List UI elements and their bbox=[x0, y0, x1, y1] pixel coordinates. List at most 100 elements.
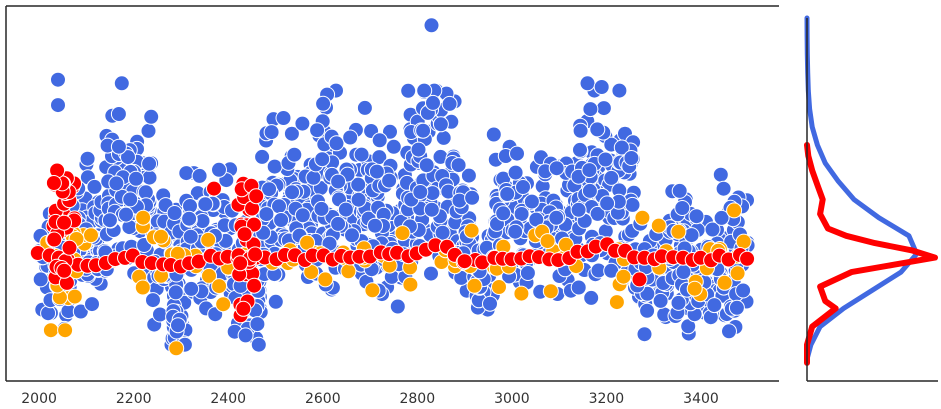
blue-point-891 bbox=[450, 157, 467, 174]
orange-point-59 bbox=[201, 267, 217, 284]
blue-point-488 bbox=[294, 115, 311, 132]
blue-point-852 bbox=[418, 157, 435, 174]
blue-point-138 bbox=[140, 122, 157, 139]
blue-point-1452 bbox=[593, 79, 610, 95]
orange-point-64 bbox=[615, 268, 632, 285]
blue-point-759 bbox=[381, 172, 398, 189]
orange-point-79 bbox=[215, 296, 232, 313]
orange-point-94 bbox=[735, 233, 752, 250]
orange-point-90 bbox=[539, 233, 556, 250]
blue-point-1181 bbox=[603, 169, 620, 186]
blue-point-1193 bbox=[623, 150, 640, 166]
red-point-142 bbox=[248, 188, 265, 205]
red-point-141 bbox=[247, 246, 264, 263]
blue-point-1449 bbox=[113, 75, 130, 92]
blue-point-555 bbox=[261, 181, 278, 198]
red-point-104 bbox=[46, 231, 63, 248]
blue-point-168 bbox=[141, 169, 158, 186]
blue-point-401 bbox=[183, 280, 200, 297]
red-point-105 bbox=[56, 262, 73, 279]
blue-point-1448 bbox=[50, 97, 66, 114]
blue-point-1266 bbox=[652, 292, 669, 309]
blue-point-1091 bbox=[495, 205, 512, 222]
blue-point-684 bbox=[314, 151, 331, 168]
orange-point-109 bbox=[168, 340, 185, 357]
blue-point-38 bbox=[40, 305, 57, 322]
blue-point-433 bbox=[250, 336, 267, 353]
blue-point-224 bbox=[141, 155, 158, 172]
blue-point-1100 bbox=[507, 223, 524, 240]
red-point-143 bbox=[232, 255, 249, 272]
blue-point-1365 bbox=[721, 323, 737, 340]
blue-point-1174 bbox=[589, 121, 606, 138]
blue-point-665 bbox=[353, 146, 370, 163]
orange-point-56 bbox=[513, 285, 530, 302]
blue-point-565 bbox=[258, 206, 275, 223]
blue-point-214 bbox=[108, 175, 125, 192]
blue-point-313 bbox=[170, 317, 186, 334]
blue-point-889 bbox=[464, 189, 481, 206]
blue-point-930 bbox=[482, 295, 498, 312]
blue-point-1069 bbox=[509, 145, 525, 162]
x-tick-label: 2800 bbox=[399, 391, 435, 407]
blue-point-887 bbox=[460, 167, 477, 184]
blue-point-225 bbox=[110, 138, 127, 155]
red-point-140 bbox=[246, 277, 263, 294]
blue-point-552 bbox=[266, 158, 283, 175]
orange-point-40 bbox=[634, 209, 651, 226]
blue-point-1408 bbox=[704, 221, 721, 238]
orange-point-86 bbox=[686, 280, 703, 297]
blue-point-835 bbox=[441, 95, 458, 112]
blue-point-402 bbox=[182, 228, 199, 245]
blue-point-1209 bbox=[624, 196, 641, 213]
blue-point-1424 bbox=[735, 282, 752, 299]
orange-point-80 bbox=[83, 227, 99, 244]
blue-point-691 bbox=[385, 138, 402, 155]
x-tick-label: 2400 bbox=[210, 391, 246, 407]
scatter-points bbox=[29, 17, 756, 357]
blue-point-1085 bbox=[523, 193, 540, 210]
x-tick-label: 2200 bbox=[116, 391, 152, 407]
orange-point-83 bbox=[650, 217, 667, 234]
orange-point-35 bbox=[200, 231, 217, 248]
blue-point-1101 bbox=[499, 186, 516, 202]
orange-point-33 bbox=[340, 263, 357, 280]
orange-point-88 bbox=[608, 294, 625, 311]
red-point-145 bbox=[456, 253, 473, 270]
blue-point-1081 bbox=[548, 160, 565, 177]
blue-point-357 bbox=[191, 167, 208, 184]
blue-point-223 bbox=[118, 206, 134, 223]
x-tick-label: 2000 bbox=[21, 391, 57, 407]
blue-point-844 bbox=[432, 116, 449, 133]
blue-point-456 bbox=[237, 327, 254, 344]
blue-point-673 bbox=[330, 215, 347, 232]
blue-point-484 bbox=[283, 125, 300, 142]
blue-point-100 bbox=[84, 296, 100, 313]
blue-point-687 bbox=[389, 298, 406, 315]
blue-point-564 bbox=[294, 207, 311, 224]
blue-point-838 bbox=[416, 82, 433, 99]
blue-point-1418 bbox=[728, 299, 745, 316]
red-point-139 bbox=[236, 226, 253, 243]
blue-point-1423 bbox=[688, 208, 705, 225]
red-point-108 bbox=[56, 214, 72, 231]
red-point-75 bbox=[739, 250, 756, 267]
orange-point-60 bbox=[211, 278, 228, 295]
x-tick-label: 3200 bbox=[589, 391, 625, 407]
blue-point-394 bbox=[197, 196, 214, 213]
blue-point-757 bbox=[368, 163, 385, 180]
blue-point-62 bbox=[32, 271, 49, 288]
blue-point-681 bbox=[315, 95, 332, 112]
blue-point-550 bbox=[263, 124, 280, 141]
orange-point-91 bbox=[466, 277, 483, 294]
blue-point-1213 bbox=[572, 122, 589, 139]
blue-point-560 bbox=[284, 184, 301, 201]
orange-point-46 bbox=[463, 222, 480, 239]
blue-point-753 bbox=[367, 217, 383, 234]
blue-point-222 bbox=[120, 149, 136, 166]
blue-point-125 bbox=[86, 178, 103, 195]
blue-point-670 bbox=[350, 191, 367, 208]
main-scatter-panel: 2000 2200 2400 2600 2800 3000 3200 3400 bbox=[5, 5, 779, 407]
blue-point-1171 bbox=[613, 139, 630, 156]
